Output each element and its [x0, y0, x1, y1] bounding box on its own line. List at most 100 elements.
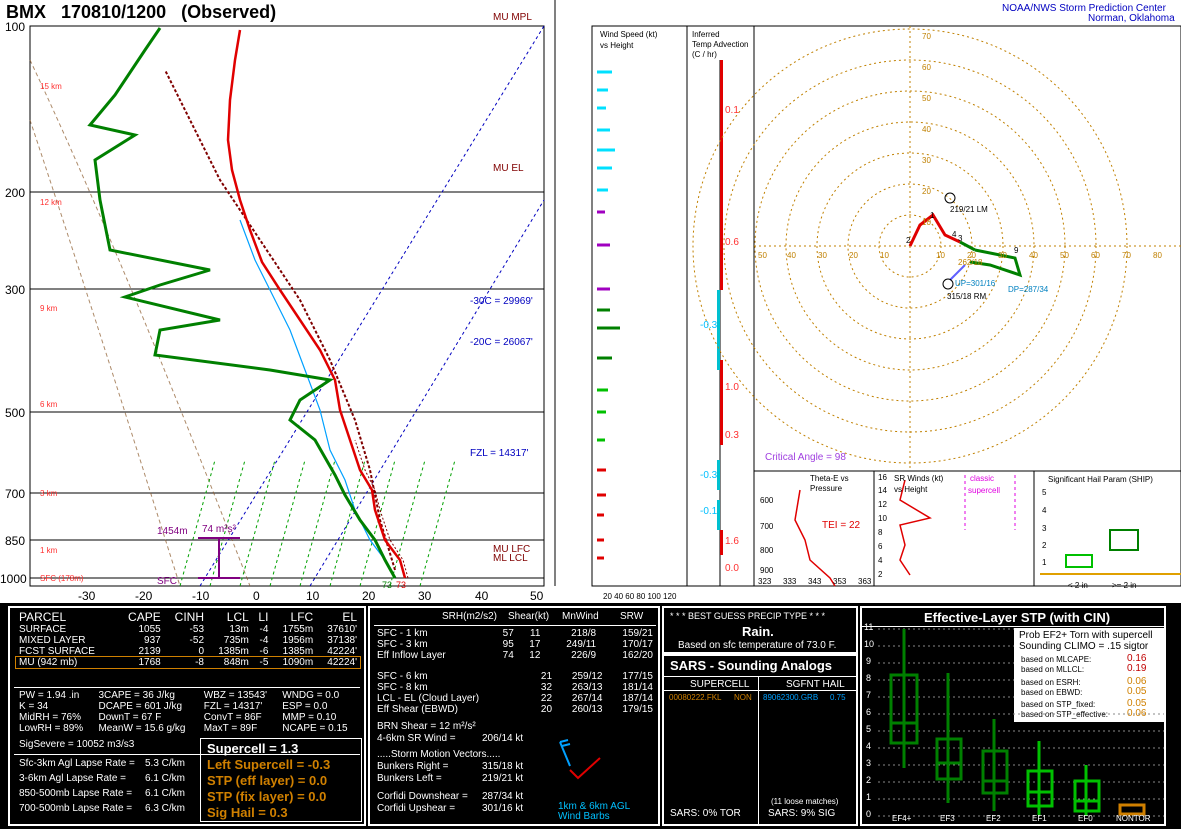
parcel-header: LCL — [226, 610, 249, 624]
srw-title-2: vs Height — [894, 485, 928, 494]
critical-angle: Critical Angle = 98 — [765, 452, 846, 463]
parcel-cell: 1385m — [218, 646, 249, 657]
kin-cell: 179/15 — [622, 704, 653, 715]
hodograph-trace — [908, 212, 961, 247]
kin-cell: 181/14 — [622, 682, 653, 693]
kin-cell: 177/15 — [622, 671, 653, 682]
smv-label: Bunkers Left = — [377, 773, 442, 784]
storm-motion-title: .....Storm Motion Vectors..... — [377, 749, 501, 760]
advection-value: 0.6 — [725, 237, 739, 248]
index-cell: 3CAPE = 36 J/kg — [98, 690, 175, 701]
stp-prob-value: 0.16 — [1127, 653, 1147, 664]
lapse-label: 3-6km Agl Lapse Rate = — [19, 773, 127, 784]
parcel-cell: -6 — [259, 646, 269, 657]
parcel-header: CAPE — [128, 610, 161, 624]
parcel-row[interactable]: SURFACE 1055 -53 13m -4 1755m 37610' — [16, 624, 360, 635]
temperature-trace — [226, 29, 407, 579]
mu-el-label: MU EL — [493, 163, 524, 174]
hodo-x-label: 30 — [998, 251, 1007, 260]
parcel-cell: 1055 — [138, 624, 161, 635]
theta-title-1: Theta-E vs — [810, 474, 849, 483]
height-label: SFC (178m) — [40, 574, 84, 583]
kin-cell: 263/13 — [571, 682, 603, 693]
stp-y-label: 0 — [866, 809, 872, 819]
parcel-row[interactable]: FCST SURFACE 2139 0 1385m -6 1385m 42224' — [16, 646, 360, 657]
sars-sig: SARS: 9% SIG — [768, 808, 836, 819]
stp-category: EF4+ — [892, 814, 912, 823]
hodo-x-label: 20 — [967, 251, 976, 260]
stp-prob-label: based on EBWD: — [1021, 688, 1083, 697]
pressure-label: 1000 — [0, 572, 27, 586]
stp-category: EF2 — [986, 814, 1001, 823]
parcel-cell: -8 — [195, 657, 204, 668]
kin-cell — [523, 671, 531, 682]
theta-y-label: 900 — [760, 566, 774, 575]
station-id: BMX — [6, 2, 46, 22]
hodo-point-label: 4 — [952, 230, 957, 239]
hodo-ring-label: 10 — [922, 218, 931, 227]
parcel-header: PARCEL — [19, 610, 67, 624]
sounding-datetime: 170810/1200 — [61, 2, 167, 22]
kin-cell: 170/17 — [622, 639, 653, 650]
parcel-cell: 735m — [223, 635, 249, 646]
parcel-cell: 37138' — [327, 635, 357, 646]
kin-cell: 249/11 — [566, 639, 597, 650]
kin-cell: 20 — [540, 704, 553, 715]
classic-label-2: supercell — [968, 486, 1001, 495]
ship-y-label: 5 — [1042, 488, 1047, 497]
index-cell: WNDG = 0.0 — [282, 690, 340, 701]
stp-y-label: 10 — [864, 639, 875, 649]
parcel-cell: -53 — [189, 624, 204, 635]
pressure-label: 850 — [5, 534, 26, 548]
smv-value: 301/16 kt — [482, 803, 524, 814]
stp-boxplot — [878, 628, 1164, 817]
sig-hail-value: Sig Hail = 0.3 — [207, 805, 288, 820]
kin-cell: 259/12 — [571, 671, 603, 682]
parcel-cell: 42224' — [327, 646, 357, 657]
mu-lfc-label: MU LFC — [493, 544, 531, 555]
stp-prob-value: 0.05 — [1127, 686, 1147, 697]
kin-header: SRH(m2/s2) — [442, 611, 498, 622]
brn-shear: BRN Shear = 12 m²/s² — [377, 721, 476, 732]
stp-y-label: 11 — [864, 622, 874, 632]
srw-y-label: 14 — [878, 486, 887, 495]
lapse-label: 700-500mb Lapse Rate = — [19, 803, 133, 814]
hodo-ring-label: 70 — [922, 32, 931, 41]
temp-label: -30 — [78, 589, 96, 603]
stp-prob-label: based on STP_fixed: — [1021, 700, 1096, 709]
kin-cell — [523, 704, 531, 715]
theta-y-label: 800 — [760, 546, 774, 555]
effective-srh-label: 74 m²s² — [202, 524, 236, 535]
parcel-row[interactable]: MIXED LAYER 937 -52 735m -4 1956m 37138' — [16, 635, 360, 646]
bunkers-left-label: 219/21 LM — [950, 205, 988, 214]
stp-prob-value: 0.06 — [1127, 676, 1147, 687]
wind-barb-icon — [559, 739, 601, 780]
advection-title-3: (C / hr) — [692, 50, 717, 59]
fzl-label: FZL = 14317' — [470, 448, 529, 459]
index-cell: MaxT = 89F — [203, 723, 258, 734]
height-label: 3 km — [40, 489, 58, 498]
sr-wind-value: 206/14 kt — [482, 733, 524, 744]
hodo-point-label: 1 — [930, 211, 935, 220]
pressure-label: 700 — [5, 487, 26, 501]
tei-label: TEI = 22 — [822, 520, 861, 531]
kin-cell: 21 — [540, 671, 553, 682]
m20c-label: -20C = 26067' — [470, 337, 533, 348]
parcel-row-selected[interactable]: MU (942 mb) 1768 -8 848m -5 1090m 42224' — [15, 656, 361, 669]
parcel-cell: 0 — [198, 646, 204, 657]
mean-wind-label: 262/18 — [958, 258, 983, 267]
dp-label: DP=287/34 — [1008, 285, 1049, 294]
isobars — [30, 191, 544, 579]
kin-cell: SFC - 1 km — [377, 628, 428, 639]
precip-type: Rain. — [742, 624, 774, 639]
sars-match-1: 00080222.FKL — [669, 693, 722, 702]
parcel-cell: 937 — [144, 635, 161, 646]
skewt-frame — [29, 25, 545, 587]
hodograph-panel — [753, 25, 1181, 472]
advection-value: 1.0 — [725, 382, 739, 393]
stp-y-label: 2 — [866, 775, 872, 785]
index-cell: MMP = 0.10 — [282, 712, 337, 723]
dewpoint-trace — [87, 27, 397, 579]
height-label: 15 km — [40, 82, 62, 91]
sigsevere: SigSevere = 10052 m3/s3 — [19, 739, 135, 750]
